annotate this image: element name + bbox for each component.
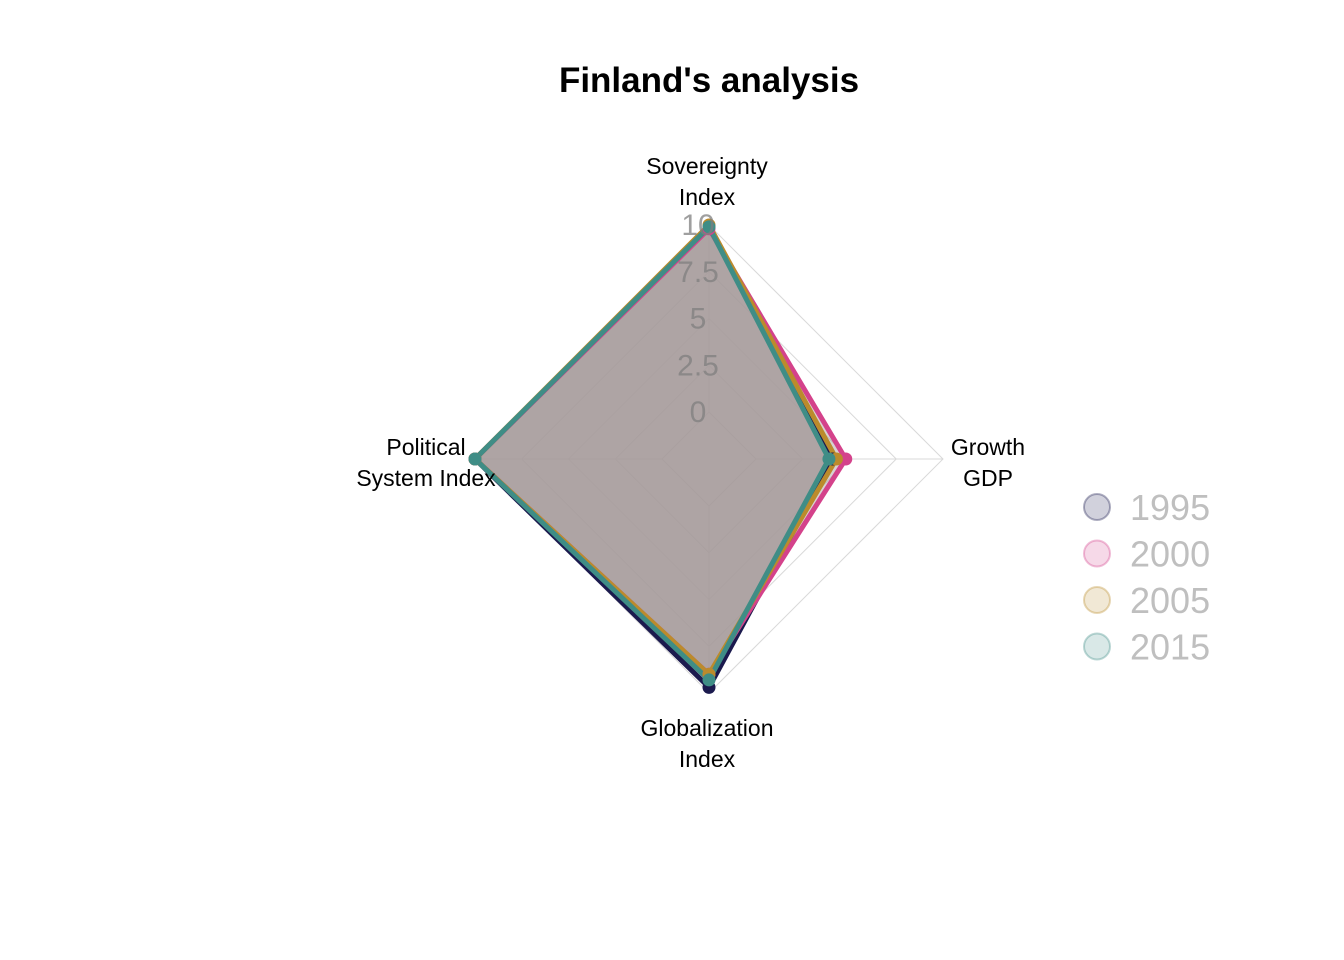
axis-label: Globalization Index [641,715,774,772]
legend-label-2015: 2015 [1130,627,1210,668]
series-areas [475,225,846,688]
tick-label: 0 [690,396,707,429]
axis-label: Political System Index [356,434,496,491]
series-area-1995 [475,226,833,688]
legend-label-1995: 1995 [1130,487,1210,528]
axis-labels: Sovereignty Index Growth GDP Globalization In… [356,153,1025,772]
legend: 1995 2000 2005 2015 [1083,487,1210,668]
series-point-2015 [702,673,716,687]
series-point-2000 [839,452,853,466]
series-area-2005 [475,225,837,675]
series-points [468,218,853,694]
tick-label: 7.5 [677,256,719,289]
tick-label: 10 [681,209,714,242]
legend-key-2015 [1083,632,1111,661]
series-point-2015 [468,452,482,466]
legend-label-2005: 2005 [1130,580,1210,621]
axis-label: Growth GDP [951,434,1025,491]
tick-labels: 0 2.5 5 7.5 10 [677,209,719,429]
legend-label-2000: 2000 [1130,534,1210,575]
series-point-2015 [702,220,716,234]
series-point-2015 [822,452,836,466]
series-area-2015 [475,226,829,680]
legend-key-1995 [1083,493,1111,521]
legend-key-2005 [1083,586,1111,614]
tick-label: 2.5 [677,349,719,382]
series-area-2000 [475,228,846,675]
chart-title: Finland's analysis [559,61,859,100]
axis-label: Sovereignty Index [646,153,768,210]
legend-key-2000 [1083,539,1111,568]
tick-label: 5 [690,303,707,336]
